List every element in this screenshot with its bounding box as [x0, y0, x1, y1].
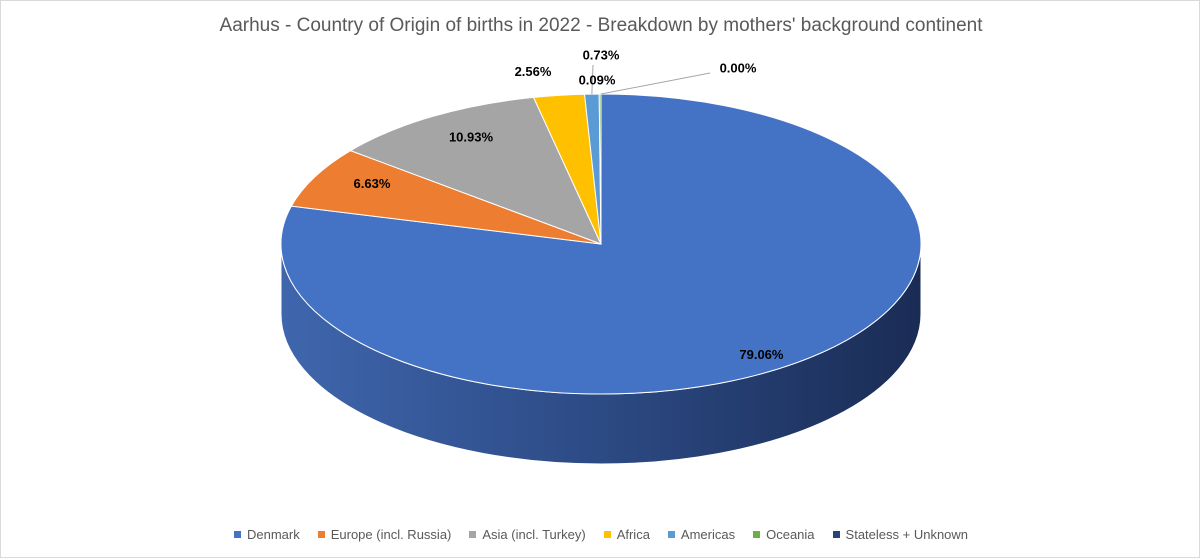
data-label-oceania: 0.09%: [579, 72, 616, 87]
legend-item-asia-incl-turkey: Asia (incl. Turkey): [469, 527, 586, 542]
leader-line-americas: [591, 64, 594, 95]
legend-label: Americas: [680, 527, 736, 542]
legend-item-africa: Africa: [603, 527, 650, 542]
chart-title: Aarhus - Country of Origin of births in …: [219, 15, 983, 36]
leader-line-stateless-unknown: [600, 72, 711, 95]
legend-swatch: [667, 531, 675, 538]
legend-label: Oceania: [766, 527, 815, 542]
legend-item-oceania: Oceania: [753, 527, 815, 542]
slice-europe-incl-russia: [290, 150, 602, 245]
data-label-asia-incl-turkey: 10.93%: [449, 129, 494, 144]
data-label-africa: 2.56%: [515, 64, 552, 79]
legend-item-europe-incl-russia: Europe (incl. Russia): [317, 527, 452, 542]
legend-label: Europe (incl. Russia): [330, 527, 452, 542]
data-label-europe-incl-russia: 6.63%: [354, 176, 391, 191]
legend-swatch: [832, 531, 840, 538]
data-labels: 79.06% 6.63% 10.93% 2.56% 0.73% 0.09% 0.00%: [354, 47, 784, 361]
pie-chart: 79.06% 6.63% 10.93% 2.56% 0.73% 0.09% 0.00%: [280, 47, 922, 465]
slice-asia-incl-turkey: [349, 96, 602, 245]
pie-top-face: [280, 93, 922, 395]
data-label-stateless-unknown: 0.00%: [720, 60, 757, 75]
legend-item-denmark: Denmark: [233, 527, 300, 542]
legend-item-stateless-unknown: Stateless + Unknown: [832, 527, 969, 542]
legend-swatch: [233, 531, 241, 538]
legend: Denmark Europe (incl. Russia) Asia (incl. …: [1, 527, 1200, 542]
data-label-americas: 0.73%: [583, 47, 620, 62]
slice-oceania: [598, 93, 602, 245]
legend-swatch: [469, 531, 477, 538]
legend-item-americas: Americas: [667, 527, 736, 542]
data-label-denmark: 79.06%: [739, 347, 784, 362]
legend-swatch: [317, 531, 325, 538]
legend-label: Asia (incl. Turkey): [482, 527, 586, 542]
legend-label: Denmark: [246, 527, 300, 542]
leader-lines: [591, 64, 711, 95]
legend-label: Africa: [616, 527, 650, 542]
legend-swatch: [603, 531, 611, 538]
legend-swatch: [753, 531, 761, 538]
legend-label: Stateless + Unknown: [845, 527, 969, 542]
